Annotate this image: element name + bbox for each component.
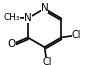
Text: Cl: Cl [42, 57, 52, 65]
Text: N: N [41, 3, 48, 13]
Text: N: N [24, 13, 32, 23]
Text: Cl: Cl [72, 30, 81, 40]
Text: CH₃: CH₃ [3, 13, 20, 22]
Text: O: O [8, 39, 16, 49]
